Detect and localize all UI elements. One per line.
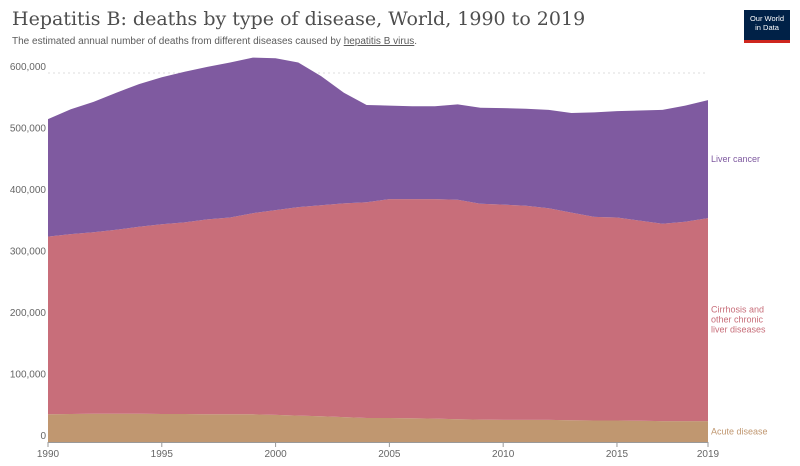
area-series-0[interactable] bbox=[48, 413, 708, 442]
y-tick-label: 0 bbox=[40, 431, 46, 442]
y-tick-label: 400,000 bbox=[10, 185, 47, 196]
logo-line-1: Our World bbox=[749, 14, 785, 23]
area-series-1[interactable] bbox=[48, 199, 708, 422]
subtitle-end: . bbox=[414, 36, 418, 47]
x-tick-label: 2010 bbox=[492, 449, 515, 460]
x-tick-label: 1990 bbox=[37, 449, 60, 460]
logo-line-2: in Data bbox=[755, 23, 779, 32]
series-areas bbox=[48, 57, 708, 442]
series-label-1: Cirrhosis and other chronic liver diseases bbox=[711, 305, 766, 335]
y-tick-label: 100,000 bbox=[10, 370, 47, 381]
chart-subtitle: The estimated annual number of deaths fr… bbox=[12, 36, 417, 47]
subtitle-link[interactable]: hepatitis B virus bbox=[343, 36, 415, 47]
y-tick-label: 500,000 bbox=[10, 124, 47, 135]
series-labels: Acute disease Cirrhosis and other chronic l… bbox=[711, 154, 768, 436]
x-tick-label: 2015 bbox=[606, 449, 629, 460]
y-tick-label: 300,000 bbox=[10, 247, 47, 258]
area-series-2[interactable] bbox=[48, 57, 708, 237]
chart-title: Hepatitis B: deaths by type of disease, … bbox=[12, 8, 586, 30]
owid-logo[interactable]: Our World in Data bbox=[744, 10, 790, 43]
y-tick-label: 600,000 bbox=[10, 62, 47, 73]
x-tick-label: 2005 bbox=[378, 449, 401, 460]
axes: 0 100,000 200,000 300,000 400,000 500,000 600,… bbox=[10, 62, 720, 460]
x-tick-label: 1995 bbox=[151, 449, 174, 460]
subtitle-text: The estimated annual number of deaths fr… bbox=[12, 36, 344, 47]
x-tick-label: 2000 bbox=[264, 449, 287, 460]
y-tick-label: 200,000 bbox=[10, 308, 47, 319]
x-tick-label: 2019 bbox=[697, 449, 720, 460]
series-label-2: Liver cancer bbox=[711, 154, 760, 164]
series-label-0: Acute disease bbox=[711, 427, 768, 437]
